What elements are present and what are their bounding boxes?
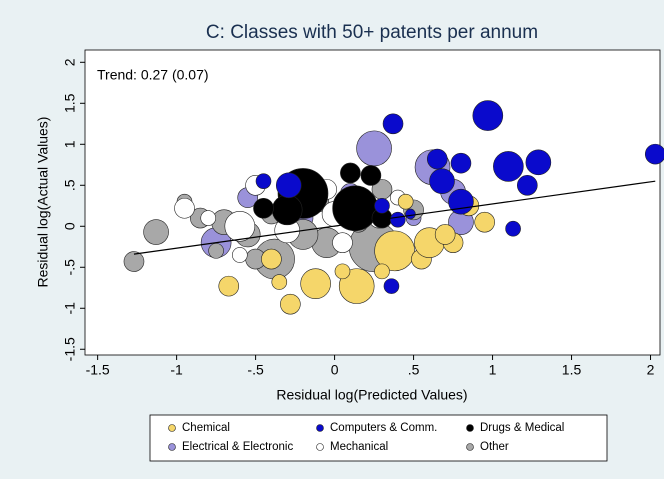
x-tick-label: 2	[647, 362, 655, 378]
legend-label: Computers & Comm.	[330, 422, 437, 434]
bubble	[232, 247, 248, 263]
x-tick-label: 1	[489, 362, 497, 378]
legend-marker	[316, 443, 324, 451]
bubble	[275, 172, 302, 199]
x-tick-label: 0	[331, 362, 339, 378]
legend-marker	[168, 424, 176, 432]
bubble	[271, 274, 288, 290]
bubble	[434, 224, 456, 245]
bubble	[405, 208, 416, 220]
trend-line	[133, 180, 656, 255]
bubble	[334, 263, 351, 280]
bubble	[224, 210, 256, 242]
bubble	[429, 168, 455, 194]
legend-label: Other	[480, 441, 509, 453]
bubble	[383, 278, 400, 294]
bubble	[123, 251, 145, 272]
bubble	[382, 113, 404, 135]
y-tick-label: -.5	[62, 259, 78, 276]
y-tick-label: .5	[62, 179, 78, 191]
legend-label: Chemical	[182, 422, 230, 434]
bubble	[261, 248, 282, 270]
y-tick-label: -1	[62, 302, 78, 315]
legend-label: Electrical & Electronic	[182, 441, 293, 453]
bubble	[200, 210, 217, 226]
bubble	[374, 230, 415, 272]
bubble	[300, 268, 331, 299]
bubble	[340, 162, 361, 184]
bubble	[644, 143, 664, 165]
y-tick-label: -1.5	[62, 337, 78, 361]
bubble	[374, 197, 390, 214]
bubble	[143, 219, 169, 245]
legend-box	[149, 414, 608, 462]
y-tick-label: 2	[62, 58, 78, 66]
bubble	[397, 193, 414, 210]
bubble	[493, 151, 524, 182]
bubble	[426, 148, 448, 170]
x-tick-label: -.5	[247, 362, 264, 378]
x-tick-label: -1	[170, 362, 183, 378]
y-tick-label: 1.5	[62, 93, 78, 113]
bubble	[332, 232, 353, 253]
bubble	[448, 188, 474, 215]
bubble	[525, 149, 552, 176]
y-axis-title: Residual log(Actual Values)	[35, 117, 51, 288]
legend-label: Drugs & Medical	[480, 422, 564, 434]
x-tick-label: 1.5	[562, 362, 582, 378]
bubble	[253, 197, 274, 219]
legend-marker	[168, 443, 176, 451]
bubble	[360, 165, 382, 186]
bubble	[280, 293, 301, 315]
bubble	[332, 185, 378, 232]
bubble	[389, 211, 406, 228]
bubble	[356, 130, 392, 167]
bubble	[517, 174, 538, 196]
chart-title: C: Classes with 50+ patents per annum	[206, 22, 538, 43]
bubble	[472, 100, 504, 131]
bubble	[208, 243, 224, 259]
y-tick-label: 0	[62, 222, 78, 230]
bubble	[374, 263, 390, 280]
legend-label: Mechanical	[330, 441, 388, 453]
bubble	[505, 220, 521, 237]
legend-marker	[316, 424, 324, 432]
y-tick-label: 1	[62, 140, 78, 148]
annotation: Trend: 0.27 (0.07)	[97, 67, 209, 83]
bubble	[218, 275, 240, 297]
bubble	[474, 211, 495, 233]
bubble	[255, 173, 272, 189]
x-tick-label: -1.5	[86, 362, 110, 378]
bubble	[271, 194, 303, 226]
legend-marker	[466, 443, 474, 451]
bubble	[450, 152, 472, 174]
x-tick-label: .5	[408, 362, 420, 378]
legend-marker	[466, 424, 474, 432]
bubble	[338, 268, 375, 304]
x-axis-title: Residual log(Predicted Values)	[276, 387, 467, 403]
bubble	[174, 197, 195, 219]
